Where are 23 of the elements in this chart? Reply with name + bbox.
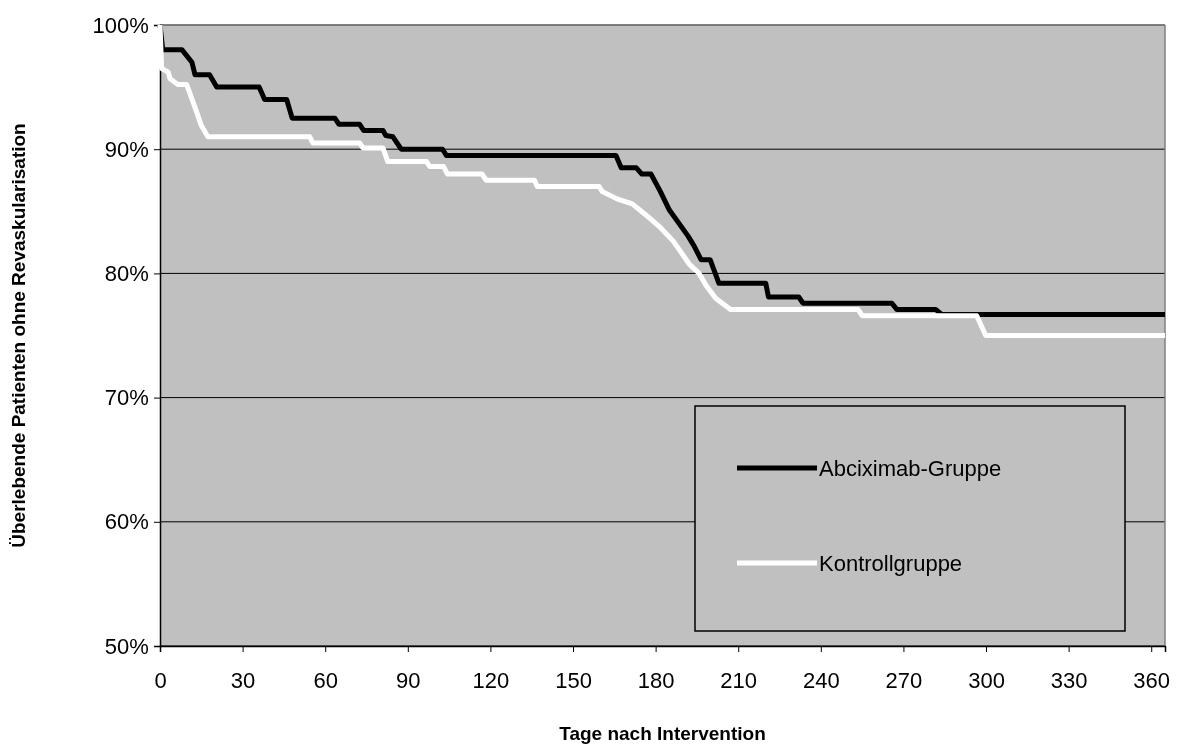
x-tick-label: 30 xyxy=(230,668,256,693)
x-tick-label: 330 xyxy=(1050,668,1088,693)
y-axis-title: Überlebende Patienten ohne Revaskularisation xyxy=(8,123,29,548)
x-tick-label: 0 xyxy=(154,668,167,693)
y-tick-label: 100% xyxy=(92,12,149,38)
y-tick-label: 70% xyxy=(104,385,149,411)
x-tick-label: 300 xyxy=(968,668,1005,693)
x-axis-title: Tage nach Intervention xyxy=(559,723,766,744)
x-tick-label: 60 xyxy=(313,668,338,693)
x-tick-label: 90 xyxy=(396,668,421,693)
legend-label: Abciximab-Gruppe xyxy=(819,456,1002,481)
x-tick-label: 180 xyxy=(637,668,675,693)
y-tick-label: 90% xyxy=(104,136,149,162)
legend-label: Kontrollgruppe xyxy=(819,551,963,576)
x-tick-label: 150 xyxy=(555,668,592,693)
y-tick-label: 50% xyxy=(104,633,149,659)
y-tick-label: 60% xyxy=(104,509,149,535)
x-tick-label: 270 xyxy=(885,668,923,693)
y-tick-label: 80% xyxy=(104,260,149,286)
x-tick-label: 240 xyxy=(802,668,840,693)
x-tick-label: 210 xyxy=(720,668,758,693)
x-tick-label: 360 xyxy=(1133,668,1171,693)
x-tick-label: 120 xyxy=(472,668,510,693)
